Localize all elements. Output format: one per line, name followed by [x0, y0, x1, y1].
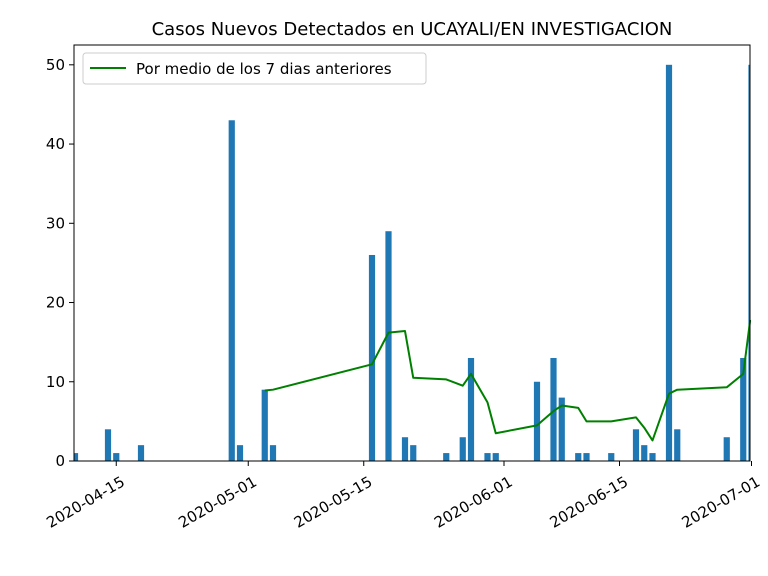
bar	[459, 437, 466, 461]
bar	[492, 453, 499, 461]
bar	[558, 397, 565, 461]
bar	[401, 437, 409, 461]
bar	[723, 437, 730, 461]
bar	[740, 357, 747, 461]
bar	[632, 429, 640, 461]
y-tick-label: 20	[46, 294, 65, 312]
bar	[228, 120, 235, 461]
plot-frame	[73, 44, 751, 462]
chart-title: Casos Nuevos Detectados en UCAYALI/EN IN…	[152, 19, 673, 40]
x-tick-label: 2020-06-01	[431, 473, 516, 532]
bar	[550, 357, 557, 461]
bar	[484, 453, 491, 461]
y-tick-label: 50	[46, 56, 65, 74]
legend-box	[82, 52, 427, 85]
x-tick-label: 2020-05-15	[291, 473, 376, 532]
series-line	[264, 319, 751, 442]
y-tick-label: 0	[55, 452, 65, 470]
y-axis: 0 10 20 30 40 50	[46, 56, 74, 470]
bar	[104, 429, 112, 461]
bar	[236, 445, 244, 461]
bar	[385, 231, 392, 461]
x-tick-label: 2020-06-15	[547, 473, 632, 532]
bars-layer	[74, 64, 750, 461]
bar	[533, 381, 541, 461]
bar	[575, 453, 582, 461]
bar	[649, 453, 656, 461]
x-axis: 2020-04-15 2020-05-01 2020-05-15 2020-06-01…	[43, 461, 763, 532]
bar	[269, 445, 277, 461]
y-tick-label: 10	[46, 373, 65, 391]
bar	[368, 254, 376, 461]
y-tick-label: 40	[46, 135, 65, 153]
bar	[137, 445, 145, 461]
bar	[608, 453, 615, 461]
bar	[74, 453, 79, 461]
bar	[443, 453, 450, 461]
bar	[410, 445, 417, 461]
legend: Por medio de los 7 dias anteriores	[82, 52, 427, 85]
bar	[113, 453, 120, 461]
x-tick-label: 2020-07-01	[679, 473, 764, 532]
bar	[261, 389, 268, 461]
bar	[748, 64, 750, 461]
x-tick-label: 2020-05-01	[175, 473, 260, 532]
x-tick-label: 2020-04-15	[43, 473, 128, 532]
y-tick-label: 30	[46, 214, 65, 232]
legend-entry-label: Por medio de los 7 dias anteriores	[136, 60, 392, 78]
bar	[583, 453, 590, 461]
bar	[641, 445, 648, 461]
bar	[674, 429, 681, 461]
line-layer	[264, 319, 751, 442]
bar	[467, 357, 475, 461]
bar	[665, 64, 673, 461]
